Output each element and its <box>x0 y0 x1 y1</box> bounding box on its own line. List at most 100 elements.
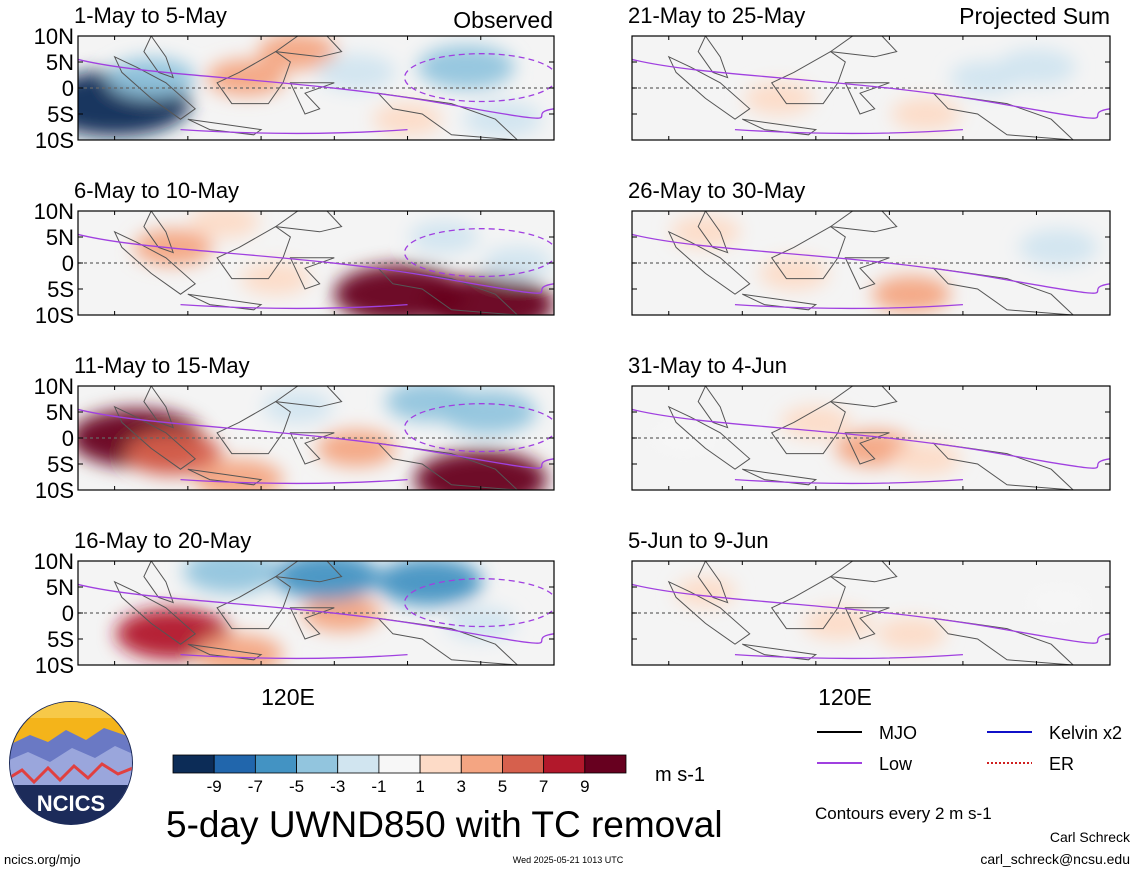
low-contour-negative <box>403 403 554 453</box>
y-tick-label: 10N <box>34 374 74 399</box>
credit-url: ncics.org/mjo <box>4 852 81 867</box>
anomaly-blob <box>1019 229 1099 266</box>
author-name: Carl Schreck <box>1050 829 1131 845</box>
colorbar: -9 -7 -5 -3 -1 1 3 5 7 9 <box>172 754 627 796</box>
y-tick-label: 10S <box>35 653 74 678</box>
panel-title: 31-May to 4-Jun <box>628 353 787 378</box>
legend-label: Low <box>879 754 913 774</box>
projected-sum-label: Projected Sum <box>959 3 1110 29</box>
author-email: carl_schreck@ncsu.edu <box>980 851 1130 867</box>
panel-title: 26-May to 30-May <box>628 178 805 203</box>
anomaly-blob <box>316 54 396 91</box>
panel-title: 6-May to 10-May <box>74 178 239 203</box>
anomaly-blob <box>780 405 851 439</box>
colorbar-swatch <box>172 754 215 774</box>
anomaly-blob <box>891 442 962 476</box>
panel-title: 5-Jun to 9-Jun <box>628 528 769 553</box>
anomaly-blob <box>802 606 873 641</box>
map-panel: 26-May to 30-May <box>628 178 1111 316</box>
anomaly-blob <box>195 634 284 665</box>
anomaly-blob <box>262 390 333 424</box>
y-tick-label: 5N <box>46 225 74 250</box>
anomaly-blob <box>414 450 548 490</box>
anomaly-blob <box>891 97 962 131</box>
y-tick-label: 10N <box>34 24 74 49</box>
y-tick-label: 0 <box>62 76 74 101</box>
anomaly-blob <box>463 100 543 138</box>
low-contour <box>78 233 554 294</box>
anomaly-blob <box>652 423 714 453</box>
low-contour <box>632 233 1110 294</box>
x-tick-label-right: 120E <box>818 684 872 710</box>
low-contour <box>78 583 554 644</box>
panel-title: 11-May to 15-May <box>74 353 250 378</box>
colorbar-swatch <box>213 754 256 774</box>
anomaly-blob <box>133 229 213 266</box>
map-panel: 21-May to 25-May <box>628 3 1111 141</box>
y-tick-label: 0 <box>62 426 74 451</box>
panel-title: 16-May to 20-May <box>74 528 251 553</box>
map-panel: 5-Jun to 9-Jun <box>628 528 1111 666</box>
anomaly-blob <box>372 102 443 136</box>
y-tick-label: 10S <box>35 478 74 503</box>
colorbar-swatch <box>378 754 421 774</box>
colorbar-tick-label: 1 <box>415 777 424 796</box>
low-contour-negative <box>403 228 554 278</box>
panel-title: 21-May to 25-May <box>628 3 805 28</box>
low-contour <box>632 408 1110 469</box>
legend-label: ER <box>1049 754 1074 774</box>
anomaly-blob <box>744 81 815 115</box>
anomaly-blob <box>871 275 951 313</box>
y-tick-label: 5N <box>46 50 74 75</box>
colorbar-tick-label: -7 <box>248 777 263 796</box>
colorbar-tick-label: -3 <box>330 777 345 796</box>
colorbar-tick-label: -5 <box>289 777 304 796</box>
anomaly-blob <box>240 262 311 296</box>
colorbar-swatch <box>502 754 545 774</box>
legend: MJO Kelvin x2 Low ER <box>817 723 1122 774</box>
low-contour <box>180 478 408 485</box>
anomaly-blob <box>417 45 515 90</box>
anomaly-blob <box>195 459 284 490</box>
anomaly-blob <box>206 59 286 96</box>
y-tick-label: 10N <box>34 549 74 574</box>
anomaly-blob <box>258 36 338 70</box>
low-contour <box>180 653 408 660</box>
legend-label: MJO <box>879 723 917 743</box>
y-tick-label: 5S <box>47 102 74 127</box>
colorbar-tick-label: -9 <box>207 777 222 796</box>
anomaly-blob <box>302 594 382 632</box>
colorbar-unit-label: m s-1 <box>655 764 705 786</box>
y-tick-label: 5S <box>47 277 74 302</box>
contour-note: Contours every 2 m s-1 <box>815 804 992 823</box>
y-tick-label: 5S <box>47 452 74 477</box>
timestamp: Wed 2025-05-21 1013 UTC <box>513 855 624 865</box>
y-tick-label: 10S <box>35 303 74 328</box>
colorbar-swatch <box>584 754 627 774</box>
legend-label: Kelvin x2 <box>1049 723 1122 743</box>
anomaly-blob <box>124 431 222 476</box>
y-tick-label: 5N <box>46 575 74 600</box>
colorbar-tick-label: 9 <box>580 777 589 796</box>
colorbar-tick-label: 5 <box>498 777 507 796</box>
observed-label: Observed <box>453 7 553 33</box>
ncics-logo: NCICS <box>9 701 133 825</box>
anomaly-blob <box>439 390 537 434</box>
anomaly-blob <box>421 275 554 315</box>
low-contour <box>734 303 963 310</box>
anomaly-blob <box>1028 587 1090 618</box>
anomaly-blob <box>758 256 829 290</box>
colorbar-swatch <box>543 754 586 774</box>
y-tick-label: 10S <box>35 128 74 153</box>
anomaly-blob <box>376 561 483 606</box>
logo-text: NCICS <box>37 791 105 816</box>
colorbar-swatch <box>296 754 339 774</box>
colorbar-swatch <box>460 754 503 774</box>
panel-title: 1-May to 5-May <box>74 3 227 28</box>
